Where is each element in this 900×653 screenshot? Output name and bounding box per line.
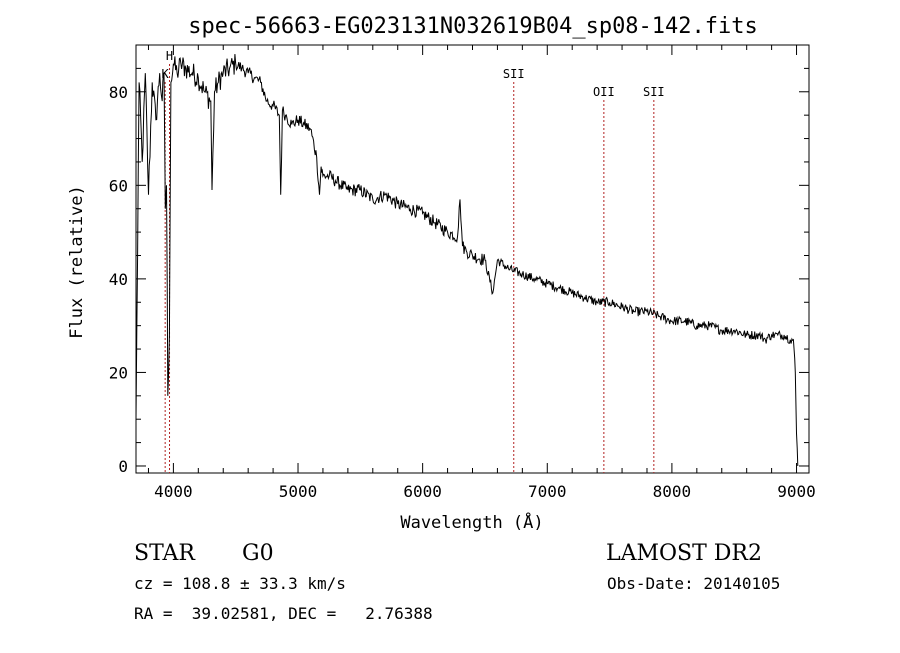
redshift-cz: cz = 108.8 ± 33.3 km/s bbox=[134, 574, 346, 593]
object-type: STAR bbox=[134, 541, 195, 566]
survey-name: LAMOST DR2 bbox=[606, 541, 762, 566]
x-tick-label: 4000 bbox=[154, 482, 193, 501]
line-marker-label: SII bbox=[643, 85, 665, 99]
plot-border bbox=[135, 44, 810, 474]
y-tick-label: 0 bbox=[118, 457, 128, 476]
spectrum-line bbox=[135, 54, 799, 467]
x-tick-label: 6000 bbox=[403, 482, 442, 501]
spectral-line-markers: KH SII OII SII bbox=[162, 49, 665, 473]
x-tick-label: 7000 bbox=[528, 482, 567, 501]
line-marker-label: OII bbox=[593, 85, 615, 99]
plot-frame bbox=[135, 44, 810, 474]
chart-title: spec-56663-EG023131N032619B04_sp08-142.f… bbox=[188, 14, 758, 39]
coordinates: RA = 39.02581, DEC = 2.76388 bbox=[134, 604, 433, 623]
y-tick-label: 80 bbox=[109, 83, 128, 102]
x-tick-label: 9000 bbox=[777, 482, 816, 501]
y-tick-label: 20 bbox=[109, 363, 128, 382]
y-tick-label: 40 bbox=[109, 270, 128, 289]
observation-date: Obs-Date: 20140105 bbox=[607, 574, 781, 593]
spectral-subclass: G0 bbox=[242, 541, 274, 566]
x-axis-label: Wavelength (Å) bbox=[400, 511, 543, 533]
line-marker-label: K bbox=[162, 67, 170, 81]
x-tick-label: 8000 bbox=[653, 482, 692, 501]
y-tick-label: 60 bbox=[109, 176, 128, 195]
spectrum-series bbox=[135, 54, 799, 467]
axis-ticks: 4000 5000 6000 7000 8000 9000 0 20 40 60 80 bbox=[109, 45, 816, 501]
line-marker-label: H bbox=[166, 49, 173, 63]
x-tick-label: 5000 bbox=[279, 482, 318, 501]
line-marker-label: SII bbox=[503, 67, 525, 81]
y-axis-label: Flux (relative) bbox=[67, 185, 87, 339]
